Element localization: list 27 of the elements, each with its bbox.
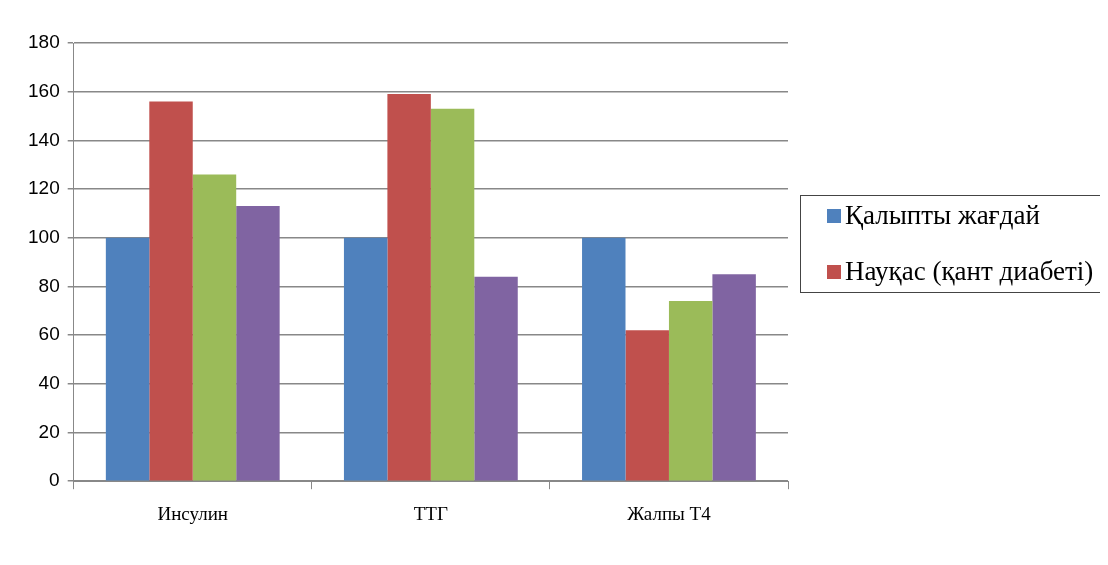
y-tick-label: 40 — [38, 372, 60, 394]
bar — [430, 108, 475, 481]
y-tick-label: 120 — [28, 177, 60, 199]
bar — [149, 101, 193, 481]
bar — [192, 174, 237, 481]
y-tick-label: 20 — [38, 420, 60, 442]
y-tick-label: 100 — [28, 225, 60, 247]
bar — [625, 330, 669, 481]
x-tick-label: Инсулин — [157, 502, 229, 524]
legend-label: Науқас (қант диабеті) — [845, 256, 1094, 286]
bar — [582, 237, 626, 481]
y-tick-label: 160 — [28, 79, 60, 101]
bar — [105, 237, 150, 481]
y-tick-label: 180 — [28, 31, 60, 53]
bar — [474, 276, 518, 481]
bar — [387, 94, 431, 481]
bar — [343, 237, 388, 481]
bar — [236, 206, 280, 481]
x-tick-label: ТТГ — [413, 502, 448, 524]
y-tick-label: 80 — [38, 274, 60, 296]
bar — [668, 301, 713, 481]
y-tick-label: 0 — [49, 469, 60, 491]
legend-label: Қалыпты жағдай — [845, 200, 1040, 230]
x-tick-label: Жалпы Т4 — [627, 502, 712, 524]
y-tick-label: 140 — [28, 128, 60, 150]
bar — [712, 274, 756, 481]
y-tick-label: 60 — [38, 323, 60, 345]
